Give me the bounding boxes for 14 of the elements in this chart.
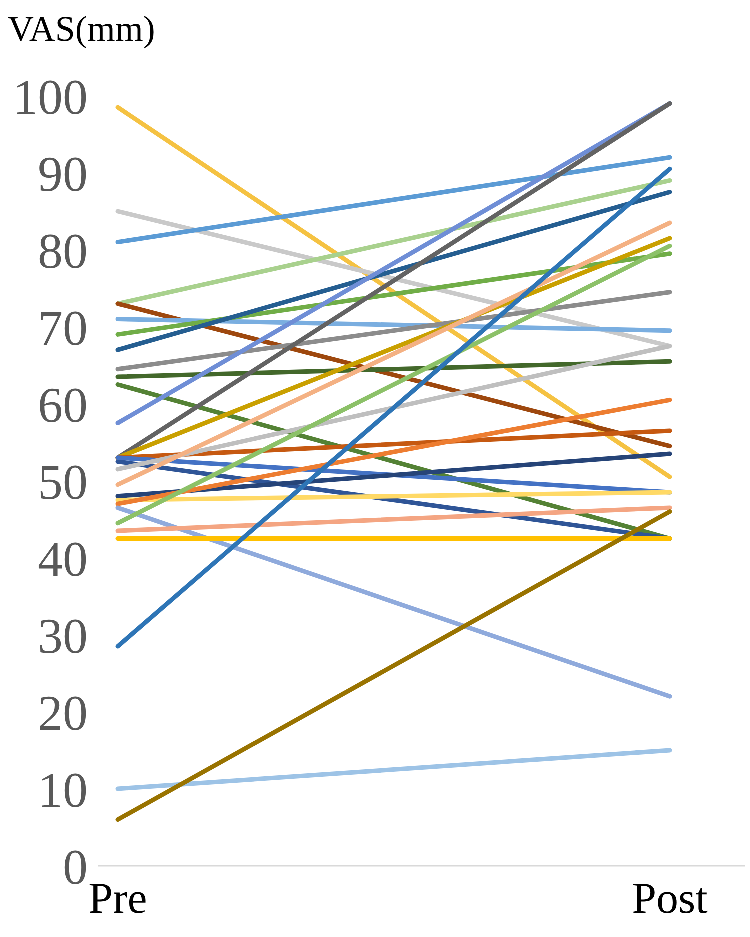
y-tick-label: 30 <box>38 608 88 664</box>
y-tick-label: 90 <box>38 146 88 202</box>
y-tick-label: 0 <box>63 838 88 895</box>
y-tick-label: 80 <box>38 222 88 279</box>
y-tick-label: 20 <box>38 684 88 741</box>
y-tick-label: 60 <box>38 376 88 433</box>
x-tick-label: Pre <box>88 874 148 924</box>
y-tick-label: 100 <box>13 68 88 125</box>
y-tick-label: 50 <box>38 454 88 510</box>
x-tick-label: Post <box>632 874 708 924</box>
y-tick-label: 70 <box>38 300 88 356</box>
y-axis-title: VAS(mm) <box>8 8 156 50</box>
y-tick-label: 10 <box>38 762 88 818</box>
y-tick-label: 40 <box>38 530 88 587</box>
